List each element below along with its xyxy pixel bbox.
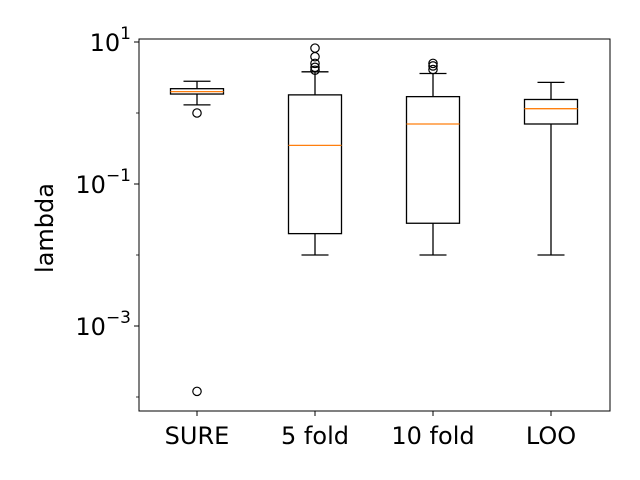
outlier-point [192,386,202,397]
plot-background [139,39,610,411]
outlier-point [310,58,320,69]
box-10-fold [405,58,461,256]
outlier-point [428,61,438,71]
plot-frame [138,38,611,412]
outlier-point [192,108,202,118]
y-tick-label: 10−3 [75,308,131,341]
y-axis-title: lambda [31,183,59,273]
iqr-box [523,98,579,125]
iqr-box [405,95,461,224]
x-tick-label: SURE [165,422,230,450]
y-axis-ticks: 10−3 10−1 101 [75,24,139,398]
x-tick-label: 5 fold [281,422,349,450]
iqr-box [287,94,343,235]
y-tick-label: 10−1 [75,166,131,199]
outlier-point [310,65,320,76]
x-tick-label: LOO [526,422,576,450]
chart-marks [169,43,579,397]
outlier-point [428,64,438,75]
y-tick-label: 101 [90,24,131,57]
box-loo [523,81,579,256]
outlier-point [428,58,438,69]
box-5-fold [287,43,343,256]
outlier-point [310,62,320,73]
outlier-point [310,43,320,53]
box-sure [169,80,225,397]
x-tick-label: 10 fold [391,422,474,450]
x-axis-ticks: SURE 5 fold 10 fold LOO [165,411,576,450]
